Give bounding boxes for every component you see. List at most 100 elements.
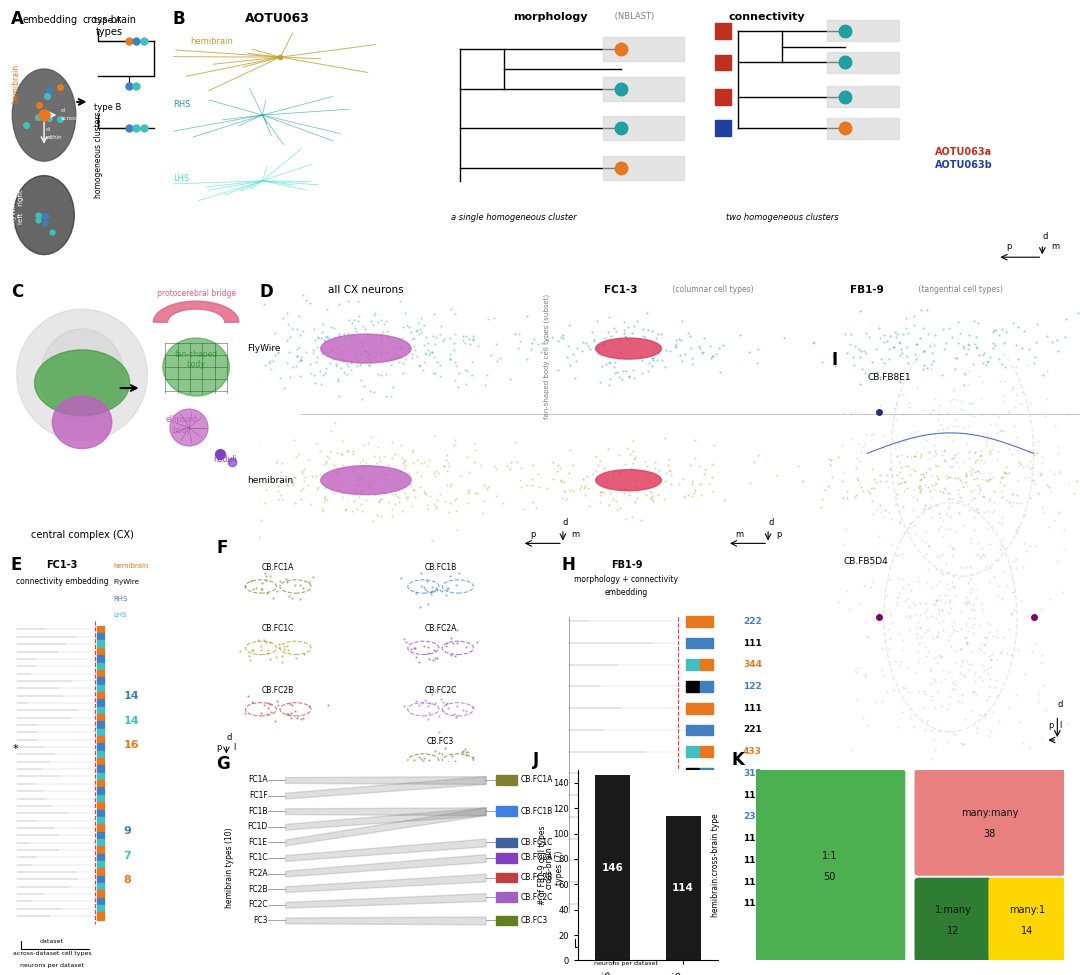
Bar xyxy=(686,703,699,714)
FancyBboxPatch shape xyxy=(915,878,991,961)
Bar xyxy=(665,816,701,960)
Text: embedding: embedding xyxy=(605,588,648,597)
Text: protocerebral bridge: protocerebral bridge xyxy=(157,289,235,298)
Text: CB.FC1B: CB.FC1B xyxy=(424,563,457,571)
Text: 1:many: 1:many xyxy=(934,905,971,915)
Text: H: H xyxy=(562,556,576,573)
Bar xyxy=(97,663,104,670)
Ellipse shape xyxy=(16,309,147,441)
Bar xyxy=(97,684,104,692)
Text: ellipsoid
body: ellipsoid body xyxy=(166,415,198,435)
Text: hemibrain: hemibrain xyxy=(191,37,233,46)
Text: 1:1: 1:1 xyxy=(822,851,838,861)
Text: RHS: RHS xyxy=(113,596,127,602)
Text: hemibrain: hemibrain xyxy=(113,563,149,569)
Text: LHS: LHS xyxy=(113,612,127,618)
Bar xyxy=(97,692,104,699)
Bar xyxy=(97,869,104,876)
Bar xyxy=(715,120,731,136)
Text: FlyWire
left   right: FlyWire left right xyxy=(11,190,24,224)
Text: connectivity embedding: connectivity embedding xyxy=(16,577,108,586)
Bar xyxy=(700,703,713,714)
Text: CB.FC2C: CB.FC2C xyxy=(424,685,457,694)
Bar xyxy=(97,802,104,809)
Ellipse shape xyxy=(170,410,208,446)
Bar xyxy=(686,724,699,735)
Bar xyxy=(496,838,516,847)
Text: 7: 7 xyxy=(123,851,132,861)
Bar xyxy=(496,892,516,902)
Text: 14: 14 xyxy=(1021,926,1032,936)
Ellipse shape xyxy=(52,396,112,448)
Text: 344: 344 xyxy=(743,660,762,669)
Bar xyxy=(700,790,713,800)
Bar xyxy=(97,913,104,919)
Bar xyxy=(97,876,104,883)
Bar xyxy=(97,670,104,678)
Text: type B: type B xyxy=(94,102,121,112)
Bar xyxy=(715,23,731,39)
Bar xyxy=(97,890,104,898)
Text: A: A xyxy=(11,10,24,27)
Bar xyxy=(686,834,699,844)
Bar xyxy=(700,616,713,627)
Bar xyxy=(686,899,699,909)
Text: CB.FC1A: CB.FC1A xyxy=(521,775,553,785)
Bar xyxy=(97,795,104,802)
Text: *: * xyxy=(13,744,18,755)
Text: 233: 233 xyxy=(743,812,761,821)
Text: d: d xyxy=(563,518,568,526)
Text: C: C xyxy=(11,283,23,300)
Text: AOTU063b: AOTU063b xyxy=(935,160,993,170)
Bar xyxy=(496,873,516,882)
Text: B: B xyxy=(173,10,186,27)
Text: 16: 16 xyxy=(123,740,139,750)
Bar xyxy=(827,118,899,138)
Text: d: d xyxy=(1057,700,1063,709)
Text: within: within xyxy=(45,135,63,139)
Bar xyxy=(686,616,699,627)
Bar xyxy=(686,682,699,692)
Text: 111: 111 xyxy=(743,835,761,843)
Bar xyxy=(700,877,713,887)
Text: 146: 146 xyxy=(602,863,624,873)
Text: CB.FC2B: CB.FC2B xyxy=(262,685,295,694)
Text: CB.FC1B: CB.FC1B xyxy=(521,806,552,816)
Bar xyxy=(97,824,104,832)
Text: 222: 222 xyxy=(743,617,761,626)
Bar xyxy=(97,861,104,869)
Text: E: E xyxy=(11,556,23,573)
Ellipse shape xyxy=(12,69,76,161)
Bar xyxy=(97,647,104,655)
Text: 14: 14 xyxy=(123,716,139,725)
Text: a single homogeneous cluster: a single homogeneous cluster xyxy=(450,214,577,222)
Bar xyxy=(496,806,516,816)
Text: hemibrain: hemibrain xyxy=(11,64,19,103)
Bar xyxy=(97,699,104,707)
Bar xyxy=(700,855,713,866)
Text: 313: 313 xyxy=(743,769,761,778)
Text: 433: 433 xyxy=(743,747,761,757)
Bar xyxy=(603,37,684,61)
Text: CB.FC3: CB.FC3 xyxy=(427,737,455,746)
Bar xyxy=(700,638,713,648)
Text: AOTU063a: AOTU063a xyxy=(935,146,991,157)
Bar xyxy=(97,832,104,838)
Text: 111: 111 xyxy=(743,704,761,713)
Text: 12: 12 xyxy=(947,926,959,936)
Bar xyxy=(97,780,104,788)
Text: cross-brain
types (7): cross-brain types (7) xyxy=(545,846,565,889)
Bar xyxy=(97,809,104,817)
Bar xyxy=(496,775,516,785)
Bar xyxy=(686,638,699,648)
Text: 111: 111 xyxy=(743,639,761,647)
Text: (tangential cell types): (tangential cell types) xyxy=(916,286,1003,294)
Text: many:many: many:many xyxy=(961,808,1018,818)
Text: dataset: dataset xyxy=(40,939,64,944)
Bar xyxy=(700,659,713,670)
Y-axis label: # of FB1-9 cell types: # of FB1-9 cell types xyxy=(539,826,548,905)
Text: d: d xyxy=(60,108,65,113)
Text: p: p xyxy=(777,529,782,539)
Text: (NBLAST): (NBLAST) xyxy=(612,13,654,21)
Text: CB.FC2C: CB.FC2C xyxy=(521,892,553,902)
